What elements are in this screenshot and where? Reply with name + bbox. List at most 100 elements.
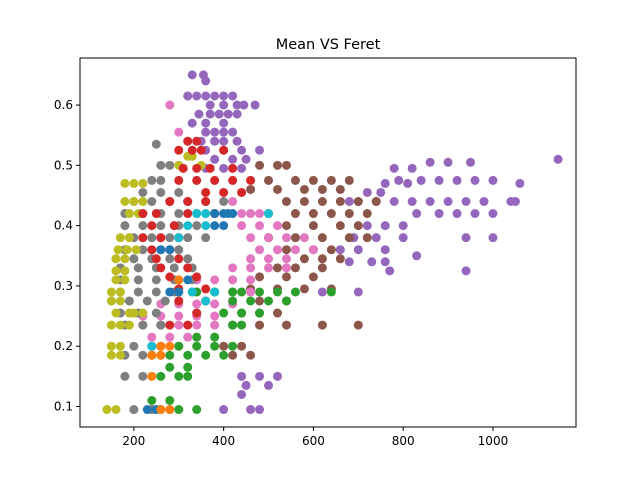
data-point <box>237 163 247 173</box>
x-tick-label: 800 <box>392 434 415 448</box>
data-point <box>250 100 260 110</box>
data-point <box>308 221 318 231</box>
data-point <box>106 320 116 330</box>
data-point <box>219 145 229 155</box>
data-point <box>273 245 282 255</box>
data-point <box>273 308 282 318</box>
data-point <box>131 245 141 255</box>
y-tick-label: 0.5 <box>54 158 73 172</box>
data-point <box>201 209 211 219</box>
data-point <box>174 127 184 137</box>
data-point <box>120 275 130 285</box>
data-point <box>201 187 211 197</box>
data-point <box>255 209 265 219</box>
y-tick-label: 0.4 <box>54 219 73 233</box>
data-point <box>192 209 202 219</box>
data-point <box>237 389 247 399</box>
data-point <box>169 221 179 231</box>
data-point <box>416 175 426 185</box>
data-point <box>151 308 161 318</box>
data-point <box>264 263 274 273</box>
data-point <box>147 221 157 231</box>
chart-title: Mean VS Feret <box>276 37 381 53</box>
data-point <box>219 136 229 146</box>
data-point <box>165 100 175 110</box>
data-point <box>228 163 238 173</box>
data-point <box>317 184 327 194</box>
data-point <box>138 178 148 188</box>
data-point <box>192 320 202 330</box>
data-point <box>228 275 238 285</box>
data-point <box>223 109 233 119</box>
data-point <box>174 175 184 185</box>
data-point <box>353 197 363 206</box>
data-point <box>264 233 274 243</box>
data-point <box>210 320 220 330</box>
data-point <box>371 197 381 206</box>
data-point <box>201 221 211 231</box>
data-point <box>281 245 291 255</box>
data-point <box>299 254 309 264</box>
data-point <box>255 272 265 282</box>
data-point <box>290 209 300 219</box>
data-point <box>192 221 202 231</box>
data-point <box>299 197 309 206</box>
data-point <box>210 154 220 164</box>
data-point <box>183 197 193 206</box>
data-point <box>246 275 256 285</box>
data-point <box>174 145 184 155</box>
data-point <box>461 233 471 243</box>
data-point <box>183 254 193 264</box>
data-point <box>255 145 265 155</box>
data-point <box>187 70 197 80</box>
data-point <box>412 209 422 219</box>
data-point <box>273 263 282 273</box>
data-point <box>228 296 238 306</box>
data-point <box>214 109 224 119</box>
data-point <box>174 371 184 381</box>
data-point <box>237 221 247 231</box>
data-point <box>111 405 121 415</box>
x-axis: 200 400 600 800 1000 <box>122 427 508 448</box>
data-point <box>129 405 139 415</box>
data-point <box>264 175 274 185</box>
data-point <box>308 209 318 219</box>
data-point <box>425 157 435 167</box>
data-point <box>174 311 184 321</box>
data-point <box>344 175 354 185</box>
data-point <box>237 341 247 351</box>
data-point <box>183 91 193 101</box>
data-point <box>317 233 327 243</box>
data-point <box>174 209 184 219</box>
data-point <box>205 163 215 173</box>
data-point <box>138 197 148 206</box>
data-point <box>264 209 274 219</box>
data-point <box>290 287 300 297</box>
data-point <box>317 254 327 264</box>
data-point <box>281 320 291 330</box>
data-point <box>317 197 327 206</box>
data-point <box>264 254 274 264</box>
data-point <box>201 296 211 306</box>
data-point <box>255 245 265 255</box>
data-point <box>353 221 363 231</box>
data-point <box>192 163 202 173</box>
data-point <box>326 175 336 185</box>
data-point <box>317 320 327 330</box>
data-point <box>210 341 220 351</box>
data-point <box>281 254 291 264</box>
data-point <box>210 221 220 231</box>
data-point <box>219 163 229 173</box>
data-point <box>201 197 211 206</box>
data-point <box>165 405 175 415</box>
data-point <box>115 287 125 297</box>
data-point <box>201 127 211 137</box>
data-point <box>232 109 242 119</box>
data-point <box>228 263 238 273</box>
data-point <box>398 221 408 231</box>
data-point <box>115 320 125 330</box>
data-point <box>165 362 175 372</box>
data-point <box>488 233 498 243</box>
data-point <box>174 233 184 243</box>
data-point <box>106 287 116 297</box>
